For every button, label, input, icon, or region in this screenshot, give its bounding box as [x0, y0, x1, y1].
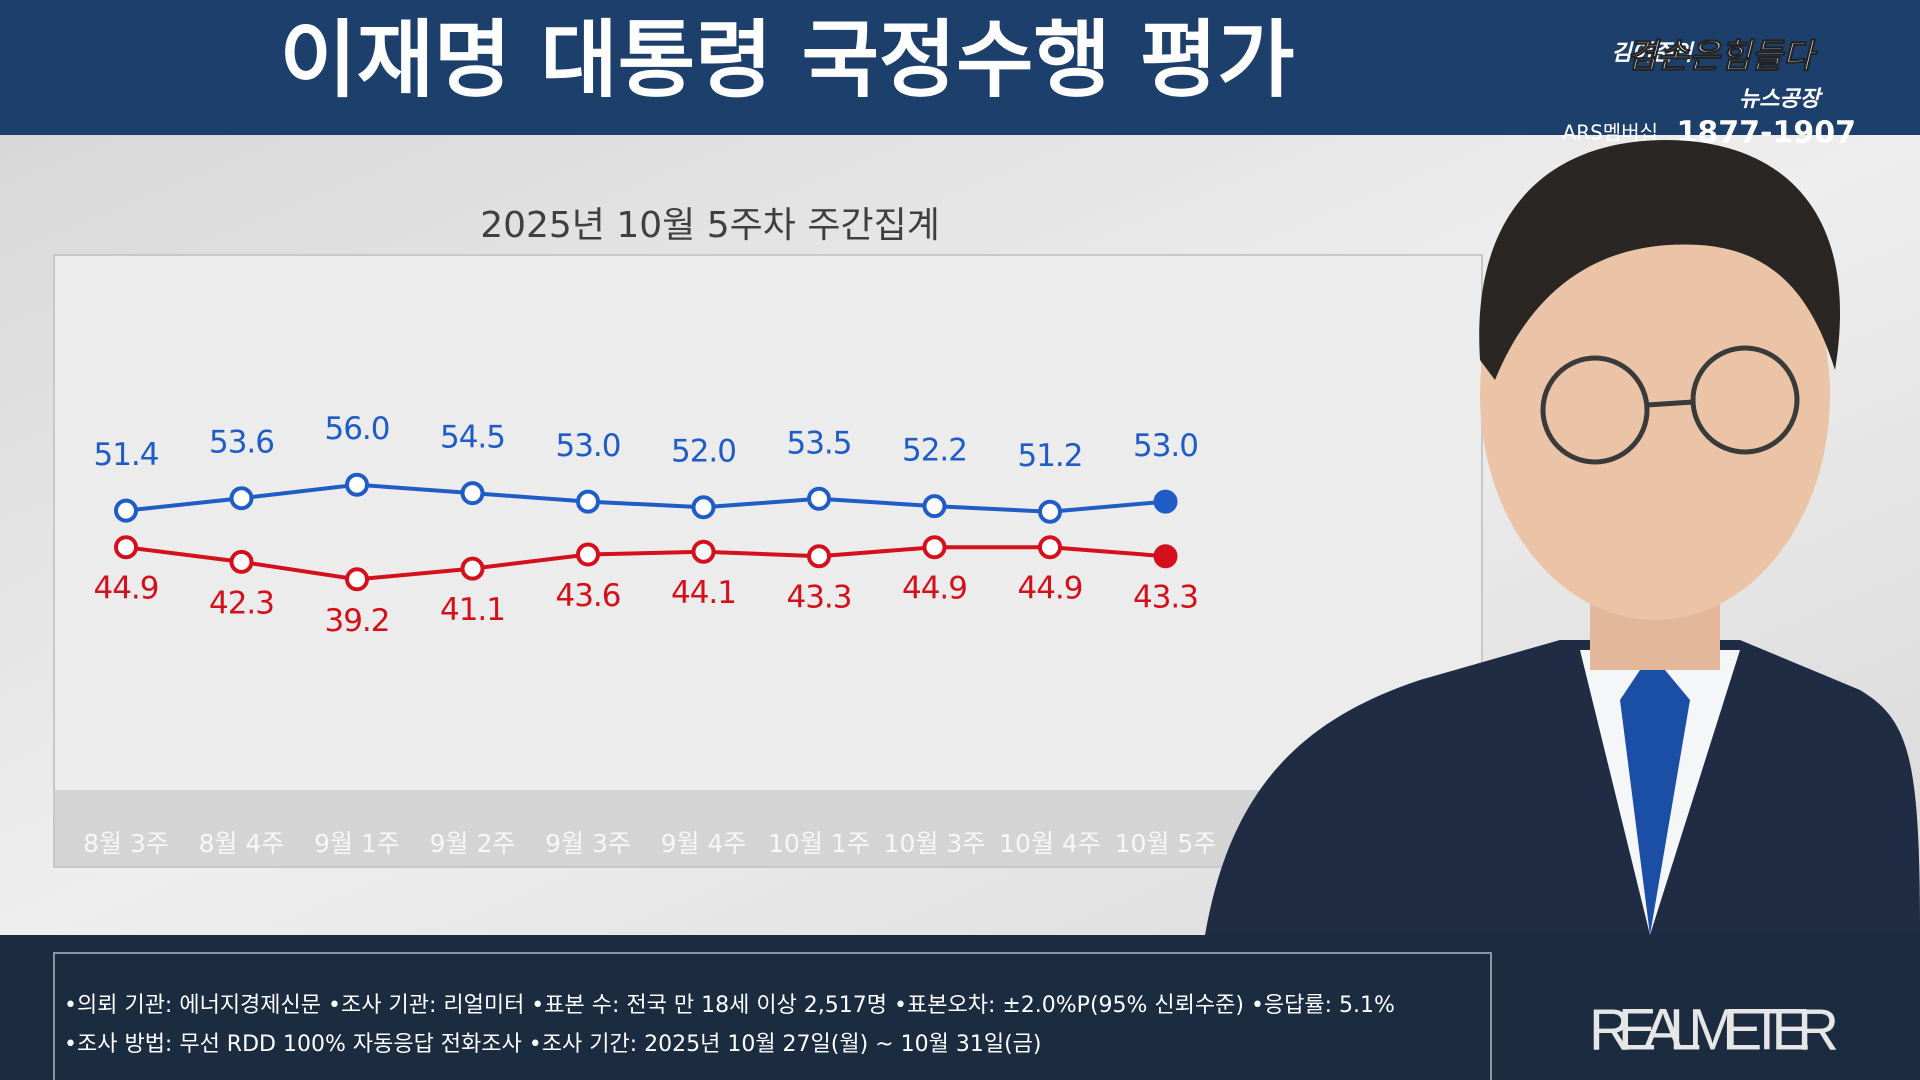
marker — [229, 486, 254, 511]
data-label: 53.0 — [1133, 428, 1198, 464]
marker — [691, 495, 716, 520]
glasses — [1690, 345, 1800, 455]
marker — [807, 544, 831, 569]
logo-line: 겸손은힘들다 — [1626, 37, 1818, 77]
marker — [345, 472, 369, 497]
marker — [691, 539, 716, 564]
suit — [1205, 640, 1920, 935]
tie — [1620, 670, 1690, 935]
plot-area — [53, 254, 1483, 868]
portrait — [1205, 140, 1920, 935]
x-tick-label: 10월 1주 — [768, 829, 870, 858]
data-label: 53.5 — [786, 425, 851, 461]
x-tick-label: 8월 4주 — [199, 829, 285, 858]
data-label: 44.9 — [902, 571, 967, 607]
data-label: 51.2 — [1017, 438, 1082, 474]
data-label: 42.3 — [209, 585, 274, 621]
footer-line: •의뢰 기관: 에너지경제신문 •조사 기관: 리얼미터 •표본 수: 전국 만… — [64, 993, 1395, 1018]
data-label: 56.0 — [324, 411, 389, 447]
marker — [345, 567, 369, 592]
data-label: 52.2 — [902, 433, 967, 469]
marker — [460, 556, 485, 581]
data-label: 52.0 — [671, 434, 736, 470]
marker — [807, 486, 831, 511]
footer-box — [53, 952, 1492, 1080]
x-tick-label: 9월 3주 — [545, 829, 631, 858]
title: 이재명 대통령 국정수행 평가 — [279, 11, 1294, 109]
marker — [922, 535, 947, 560]
glasses — [1540, 355, 1650, 465]
marker — [114, 498, 138, 523]
marker — [1153, 544, 1178, 569]
logo-line: 김어준의 — [1612, 41, 1696, 66]
data-label: 39.2 — [324, 603, 389, 639]
hair — [1479, 140, 1841, 380]
data-label: 44.9 — [93, 571, 158, 607]
marker — [229, 549, 254, 574]
face — [1480, 170, 1830, 620]
chart: 8월 3주 8월 4주 9월 1주 9월 2주 9월 3주 9월 4주 10월 1주 10월 … — [83, 411, 1216, 858]
data-label: 54.5 — [440, 420, 505, 456]
x-tick-label: 10월 4주 — [999, 829, 1101, 858]
marker — [460, 481, 485, 506]
footer-line: •조사 방법: 무선 RDD 100% 자동응답 전화조사 •조사 기간: 20… — [64, 1032, 1041, 1057]
data-label: 53.6 — [209, 425, 274, 461]
glasses — [1646, 399, 1694, 408]
x-tick-label: 9월 4주 — [661, 829, 747, 858]
data-label: 44.9 — [1017, 571, 1082, 607]
series-line — [125, 545, 1166, 582]
x-tick-label: 9월 2주 — [430, 829, 516, 858]
footer-band — [0, 935, 1920, 1080]
subtitle: 2025년 10월 5주차 주간집계 — [480, 205, 940, 246]
data-label: 43.3 — [1133, 580, 1198, 616]
data-label: 43.6 — [555, 578, 620, 614]
header-band — [0, 0, 1920, 135]
brand: REALMETER — [1589, 997, 1839, 1062]
x-tick-label: 10월 3주 — [884, 829, 986, 858]
marker — [114, 535, 138, 560]
marker — [922, 494, 947, 519]
data-label: 53.0 — [555, 428, 620, 464]
data-label: 44.1 — [671, 575, 736, 611]
marker — [576, 489, 600, 514]
series-line — [125, 482, 1166, 514]
marker — [1038, 535, 1062, 560]
x-tick-label: 9월 1주 — [314, 829, 400, 858]
logo-phone-label: ARS멤버십 — [1563, 121, 1658, 145]
x-tick-label: 8월 3주 — [83, 829, 169, 858]
x-tick-label: 10월 5주 — [1115, 829, 1217, 858]
data-label: 51.4 — [93, 437, 158, 473]
marker — [576, 542, 600, 567]
marker — [1038, 499, 1062, 524]
data-label: 43.3 — [786, 580, 851, 616]
marker — [1153, 489, 1178, 514]
data-label: 41.1 — [440, 592, 505, 628]
logo-line: 뉴스공장 — [1739, 87, 1824, 112]
